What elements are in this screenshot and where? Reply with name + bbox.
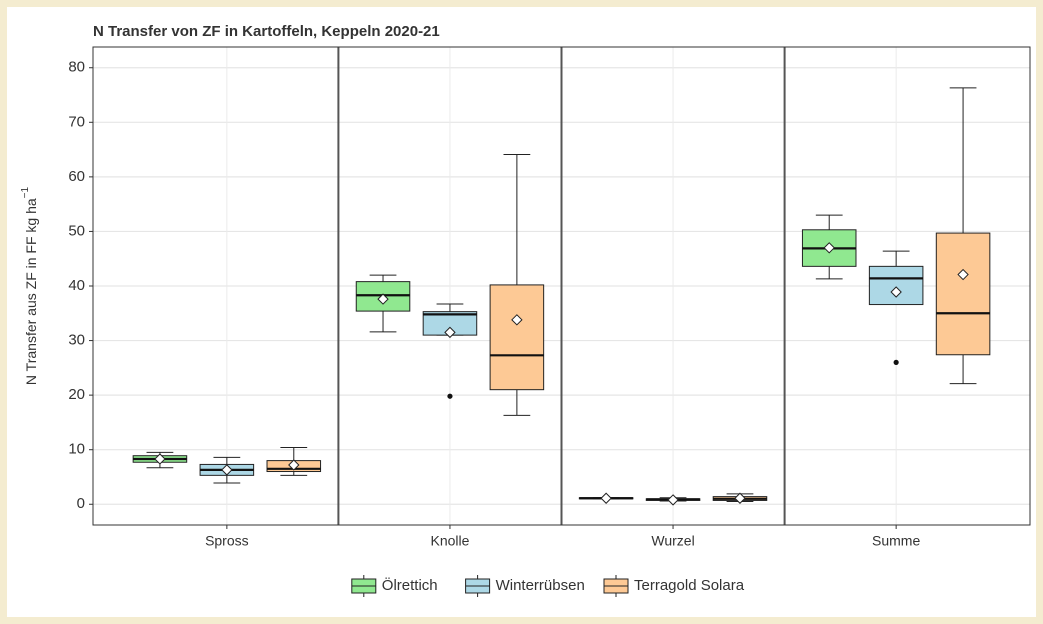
mean-marker (734, 492, 746, 504)
x-tick-label: Wurzel (651, 533, 694, 549)
legend-label: Winterrübsen (496, 577, 585, 594)
y-axis-title: N Transfer aus ZF in FF kg ha−1 (20, 186, 39, 385)
y-tick-label: 20 (68, 386, 85, 403)
legend-label: Terragold Solara (634, 577, 745, 594)
mean-marker (957, 268, 969, 281)
y-tick-label: 30 (68, 332, 85, 349)
legend-item: Ölrettich (351, 575, 438, 597)
mean-marker (377, 293, 389, 305)
y-tick-label: 50 (68, 222, 85, 239)
y-axis-title-superscript: −1 (20, 186, 31, 198)
legend-label: Ölrettich (382, 576, 438, 594)
box (868, 265, 924, 306)
mean-marker (288, 459, 300, 471)
chart-title: N Transfer von ZF in Kartoffeln, Keppeln… (93, 23, 440, 40)
legend-item: Terragold Solara (603, 575, 745, 597)
panel-border (92, 46, 1031, 526)
mean-marker (444, 326, 456, 339)
x-tick-label: Spross (205, 533, 249, 549)
box (489, 284, 545, 391)
mean-marker (667, 494, 679, 506)
mean-marker (221, 464, 233, 476)
outlier (447, 393, 453, 399)
mean-marker (890, 286, 902, 298)
y-tick-label: 60 (68, 168, 85, 185)
box (935, 232, 991, 356)
y-tick-label: 0 (77, 495, 85, 512)
y-axis-title-text: N Transfer aus ZF in FF kg ha (23, 198, 39, 385)
mean-marker (511, 314, 523, 326)
y-tick-label: 40 (68, 277, 85, 294)
x-tick-label: Knolle (430, 533, 469, 549)
outlier (893, 359, 899, 365)
legend-item: Winterrübsen (465, 575, 585, 597)
y-tick-label: 80 (68, 59, 85, 76)
y-tick-label: 70 (68, 113, 85, 130)
mean-marker (823, 242, 835, 254)
x-tick-label: Summe (872, 533, 920, 549)
y-tick-label: 10 (68, 441, 85, 458)
mean-marker (600, 492, 612, 504)
mean-marker (154, 453, 166, 465)
